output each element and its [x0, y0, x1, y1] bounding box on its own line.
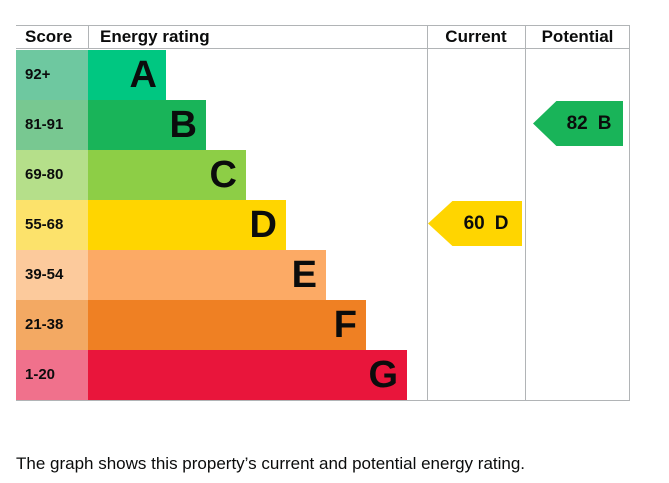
band-bar-f: F — [88, 300, 366, 350]
band-bar-d: D — [88, 200, 286, 250]
table-right-border — [629, 25, 630, 401]
score-cell-g: 1-20 — [16, 350, 88, 400]
band-row-g: 1-20 G — [16, 350, 630, 400]
current-rating-band: D — [494, 212, 509, 234]
band-letter-f: F — [333, 304, 357, 346]
energy-rating-chart: Score Energy rating Current Potential 92… — [16, 25, 630, 401]
band-letter-b: B — [169, 104, 197, 146]
band-letter-c: C — [209, 154, 237, 196]
score-cell-e: 39-54 — [16, 250, 88, 300]
header-current: Current — [445, 27, 507, 46]
score-cell-f: 21-38 — [16, 300, 88, 350]
header-potential: Potential — [541, 27, 614, 46]
band-row-a: 92+ A — [16, 50, 630, 100]
band-row-d: 55-68 D — [16, 200, 630, 250]
header-bottom-border — [16, 48, 630, 49]
potential-rating-band: B — [597, 112, 612, 134]
header-energy-rating: Energy rating — [100, 27, 210, 46]
band-letter-a: A — [129, 54, 157, 96]
band-row-b: 81-91 B — [16, 100, 630, 150]
chart-caption: The graph shows this property’s current … — [16, 454, 526, 473]
band-letter-e: E — [291, 254, 317, 296]
score-cell-b: 81-91 — [16, 100, 88, 150]
band-bar-c: C — [88, 150, 246, 200]
table-top-border — [16, 25, 630, 26]
band-row-e: 39-54 E — [16, 250, 630, 300]
score-cell-d: 55-68 — [16, 200, 88, 250]
current-column-divider — [427, 25, 428, 401]
band-bar-a: A — [88, 50, 166, 100]
potential-rating-value: 82 — [566, 112, 588, 134]
band-bar-e: E — [88, 250, 326, 300]
score-cell-a: 92+ — [16, 50, 88, 100]
band-letter-g: G — [368, 354, 398, 396]
band-row-f: 21-38 F — [16, 300, 630, 350]
potential-column-divider — [525, 25, 526, 401]
current-rating-value: 60 — [463, 212, 485, 234]
band-letter-d: D — [249, 204, 277, 246]
header-score: Score — [25, 27, 73, 46]
table-bottom-border — [16, 400, 630, 401]
current-rating-arrow: 60 D — [428, 201, 522, 246]
band-rows: 92+ A 81-91 B 69-80 C 55-68 D 39-54 — [16, 50, 630, 400]
score-cell-c: 69-80 — [16, 150, 88, 200]
band-row-c: 69-80 C — [16, 150, 630, 200]
score-column-divider — [88, 25, 89, 49]
band-bar-g: G — [88, 350, 407, 400]
band-bar-b: B — [88, 100, 206, 150]
